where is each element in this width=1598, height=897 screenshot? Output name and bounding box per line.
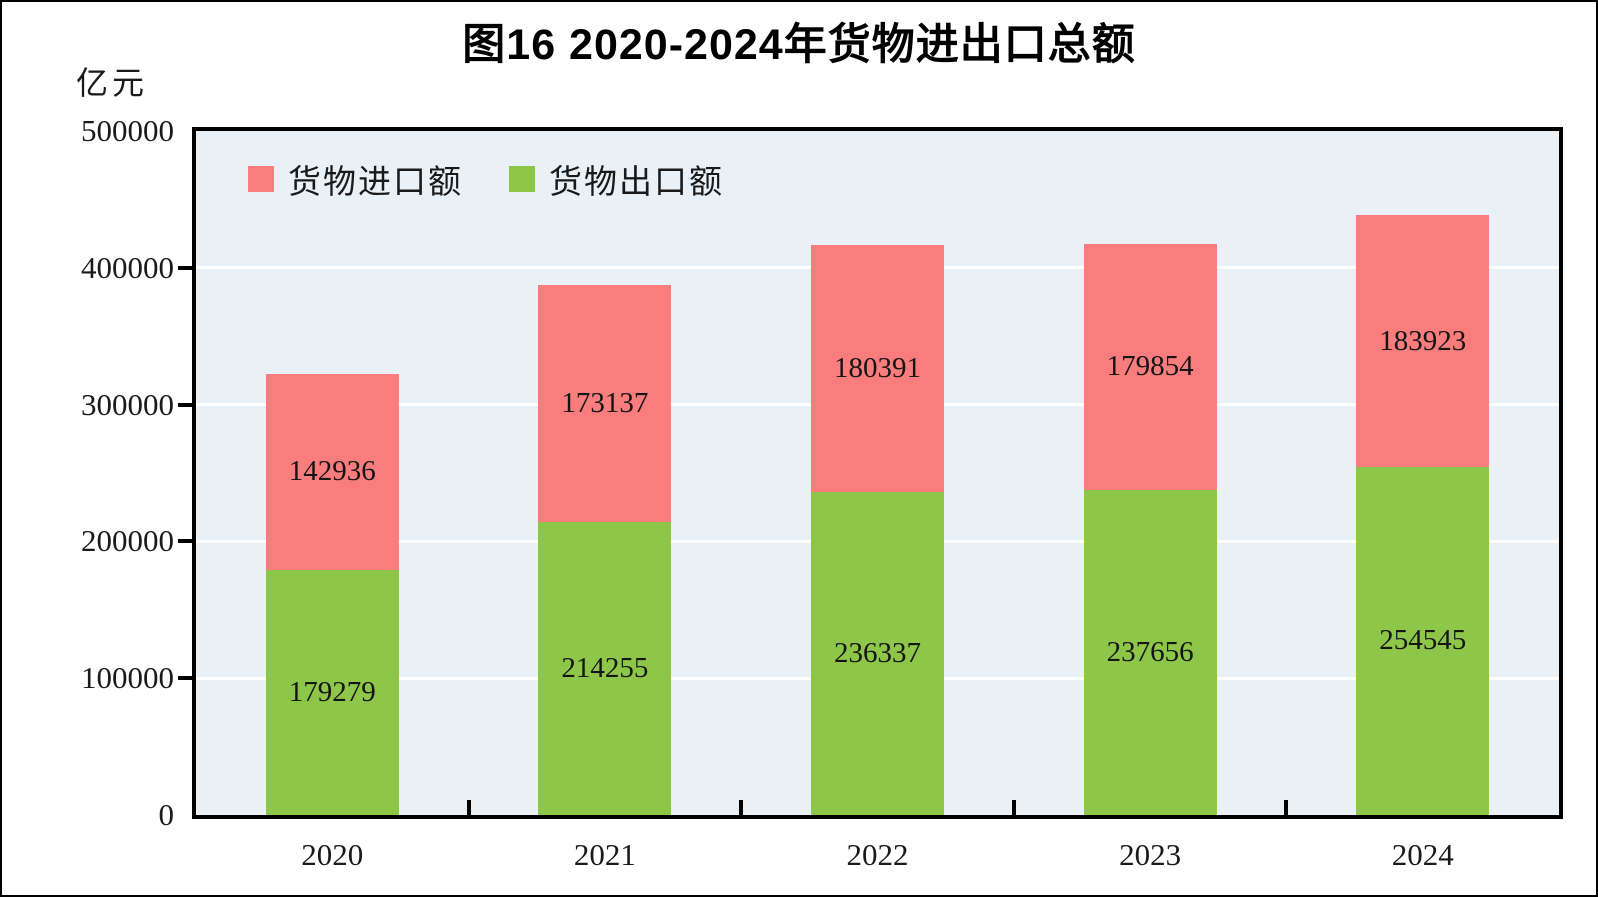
bar-value-label: 236337 bbox=[834, 636, 921, 669]
bar-segment-export: 254545 bbox=[1356, 466, 1490, 815]
x-axis-label: 2020 bbox=[301, 837, 364, 872]
bar-segment-export: 214255 bbox=[538, 521, 672, 815]
bar-value-label: 183923 bbox=[1379, 324, 1467, 357]
x-axis-label: 2023 bbox=[1119, 837, 1182, 872]
bar-segment-export: 236337 bbox=[811, 491, 944, 815]
x-axis-label: 2024 bbox=[1391, 837, 1454, 872]
legend-swatch-icon bbox=[248, 166, 274, 192]
y-axis-unit-label: 亿元 bbox=[76, 65, 149, 101]
bar-value-label: 179854 bbox=[1106, 350, 1194, 383]
y-axis-label: 200000 bbox=[81, 523, 174, 559]
plot-area: 货物进口额 货物出口额 179279 142936 214255 173137 23633… bbox=[192, 127, 1563, 819]
y-axis-tick bbox=[178, 539, 192, 544]
bar-segment-import: 142936 bbox=[265, 374, 399, 570]
bar-value-label: 142936 bbox=[288, 455, 376, 488]
bar-segment-export: 237656 bbox=[1083, 489, 1217, 815]
bar-value-label: 237656 bbox=[1106, 635, 1194, 668]
x-axis-tick bbox=[1011, 800, 1016, 815]
legend-label: 货物进口额 bbox=[288, 165, 463, 201]
y-axis-label: 500000 bbox=[81, 113, 174, 148]
x-axis-label: 2021 bbox=[573, 837, 636, 872]
bar-segment-import: 180391 bbox=[811, 244, 944, 492]
y-axis-tick bbox=[178, 265, 192, 270]
bar-value-label: 214255 bbox=[561, 651, 649, 684]
y-axis-label: 400000 bbox=[81, 249, 174, 285]
bar-value-label: 180391 bbox=[834, 351, 921, 384]
x-axis-label: 2022 bbox=[846, 837, 909, 872]
bar-segment-export: 179279 bbox=[265, 569, 399, 815]
bar-segment-import: 183923 bbox=[1356, 215, 1490, 467]
x-axis-tick bbox=[1284, 800, 1289, 815]
legend-item: 货物进口额 bbox=[248, 155, 463, 203]
y-axis-label: 0 bbox=[158, 797, 175, 832]
bar-value-label: 254545 bbox=[1379, 624, 1467, 657]
x-axis-tick bbox=[739, 800, 744, 815]
bar-value-label: 173137 bbox=[561, 386, 649, 419]
bar-value-label: 179279 bbox=[288, 675, 376, 708]
bar-segment-import: 173137 bbox=[538, 285, 672, 522]
y-axis-tick bbox=[178, 676, 192, 681]
legend-item: 货物出口额 bbox=[509, 155, 724, 203]
legend-label: 货物出口额 bbox=[549, 165, 724, 201]
legend-swatch-icon bbox=[509, 166, 535, 192]
y-axis-tick bbox=[178, 402, 192, 407]
x-axis-tick bbox=[466, 800, 471, 815]
y-axis-label: 300000 bbox=[81, 386, 174, 422]
bar-segment-import: 179854 bbox=[1083, 243, 1217, 490]
y-axis-label: 100000 bbox=[81, 660, 174, 696]
legend: 货物进口额 货物出口额 bbox=[248, 155, 724, 203]
chart-title: 图16 2020-2024年货物进出口总额 bbox=[462, 21, 1136, 69]
